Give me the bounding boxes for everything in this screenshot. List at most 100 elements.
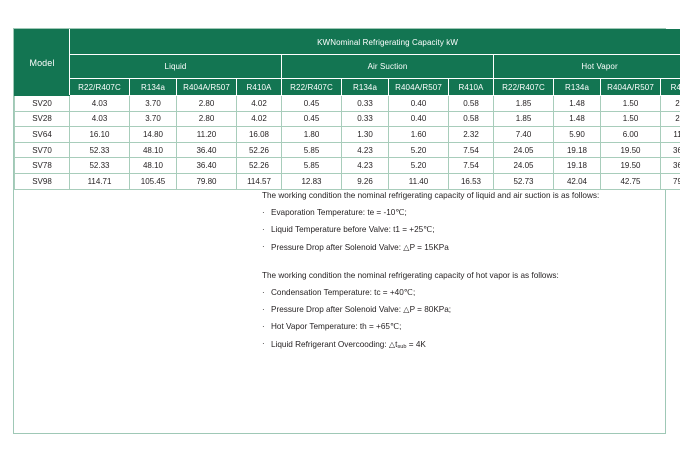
note-list-hot-vapor: · Condensation Temperature: tc = +40℃; ·… — [262, 287, 662, 351]
table-header: Model KWNominal Refrigerating Capacity k… — [14, 29, 680, 96]
cell-value: 42.04 — [553, 173, 601, 190]
cell-value: 3.70 — [129, 111, 177, 128]
cell-value: 52.26 — [236, 157, 282, 174]
cell-value: 52.26 — [236, 142, 282, 159]
cell-value: 5.85 — [281, 142, 342, 159]
header-model: Model — [14, 29, 70, 96]
note-block-hot-vapor: The working condition the nominal refrig… — [262, 270, 662, 351]
cell-value: 2.80 — [176, 95, 237, 112]
note-item-overcooding: · Liquid Refrigerant Overcooding: △tsub … — [262, 339, 662, 351]
cell-value: 42.75 — [600, 173, 661, 190]
cell-value: 16.08 — [236, 126, 282, 143]
table-header-row-top: Model KWNominal Refrigerating Capacity k… — [14, 29, 680, 96]
cell-value: 19.18 — [553, 142, 601, 159]
cell-value: 6.00 — [600, 126, 661, 143]
table-row: SV20 4.03 3.70 2.80 4.02 0.45 0.33 0.40 … — [14, 95, 680, 112]
bullet-icon: · — [262, 224, 265, 234]
cell-model: SV64 — [14, 126, 70, 143]
note-item-text-suffix: = 4K — [406, 339, 426, 349]
table-row: SV64 16.10 14.80 11.20 16.08 1.80 1.30 1… — [14, 126, 680, 143]
cell-value: 2.32 — [448, 126, 494, 143]
header-refrigerant-liquid-1: R134a — [129, 78, 177, 96]
header-group-liquid: Liquid — [69, 54, 282, 79]
cell-value: 4.02 — [236, 111, 282, 128]
cell-value: 11.40 — [388, 173, 449, 190]
cell-value: 3.70 — [129, 95, 177, 112]
cell-value: 5.85 — [281, 157, 342, 174]
cell-value: 1.60 — [388, 126, 449, 143]
note-lead-hot-vapor: The working condition the nominal refrig… — [262, 270, 559, 280]
cell-value: 1.85 — [493, 95, 554, 112]
cell-value: 0.33 — [341, 95, 389, 112]
cell-value: 19.18 — [553, 157, 601, 174]
cell-value: 52.33 — [69, 157, 130, 174]
header-refrigerant-liquid-0: R22/R407C — [69, 78, 130, 96]
cell-value: 48.10 — [129, 157, 177, 174]
cell-value: 52.33 — [69, 142, 130, 159]
cell-value: 24.05 — [493, 142, 554, 159]
bullet-icon: · — [262, 287, 265, 297]
cell-value: 1.48 — [553, 111, 601, 128]
cell-value: 48.10 — [129, 142, 177, 159]
cell-value: 0.45 — [281, 95, 342, 112]
content-frame: Model KWNominal Refrigerating Capacity k… — [13, 28, 680, 434]
header-refrigerant-hot-2: R404A/R507 — [600, 78, 661, 96]
header-group-air-suction: Air Suction — [281, 54, 494, 79]
note-item: · Condensation Temperature: tc = +40℃; — [262, 287, 662, 297]
cell-value: 0.58 — [448, 95, 494, 112]
header-refrigerant-liquid-3: R410A — [236, 78, 282, 96]
header-refrigerant-air-0: R22/R407C — [281, 78, 342, 96]
cell-value: 16.10 — [69, 126, 130, 143]
note-item-text: Evaporation Temperature: te = -10℃; — [271, 208, 407, 218]
cell-value: 0.40 — [388, 95, 449, 112]
cell-model: SV28 — [14, 111, 70, 128]
cell-value: 36.40 — [176, 142, 237, 159]
table-header-row-groups: Liquid Air Suction Hot Vapor — [15, 54, 680, 79]
cell-value: 0.45 — [281, 111, 342, 128]
cell-value: 4.23 — [341, 157, 389, 174]
cell-value: 5.20 — [388, 142, 449, 159]
cell-value: 4.02 — [236, 95, 282, 112]
cell-value: 4.03 — [69, 111, 130, 128]
header-refrigerant-air-3: R410A — [448, 78, 494, 96]
cell-value: 4.23 — [341, 142, 389, 159]
note-item-subscript: sub — [397, 344, 407, 351]
header-refrigerant-liquid-2: R404A/R507 — [176, 78, 237, 96]
cell-value: 16.53 — [448, 173, 494, 190]
header-group-hot-vapor: Hot Vapor — [492, 54, 680, 79]
cell-value: 36.34 — [660, 157, 680, 174]
header-refrigerant-air-1: R134a — [341, 78, 389, 96]
note-item: · Liquid Temperature before Valve: t1 = … — [262, 224, 662, 235]
note-item-text-prefix: Liquid Refrigerant Overcooding: △t — [271, 339, 398, 349]
bullet-icon: · — [262, 321, 265, 331]
bullet-icon: · — [262, 339, 265, 349]
cell-value: 0.33 — [341, 111, 389, 128]
table-row: SV28 4.03 3.70 2.80 4.02 0.45 0.33 0.40 … — [14, 111, 680, 128]
cell-value: 114.71 — [69, 173, 130, 190]
cell-value: 11.18 — [660, 126, 680, 143]
cell-value: 9.26 — [341, 173, 389, 190]
note-item-text: Hot Vapor Temperature: th = +65℃; — [271, 322, 402, 332]
cell-value: 2.80 — [660, 95, 680, 112]
note-item: · Pressure Drop after Solenoid Valve: △P… — [262, 243, 662, 252]
cell-value: 36.40 — [176, 157, 237, 174]
cell-value: 7.54 — [448, 157, 494, 174]
note-item: · Hot Vapor Temperature: th = +65℃; — [262, 321, 662, 332]
cell-value: 7.40 — [493, 126, 554, 143]
note-item-text: Liquid Temperature before Valve: t1 = +2… — [271, 225, 435, 235]
note-block-liquid-air: The working condition the nominal refrig… — [262, 191, 662, 252]
cell-value: 1.80 — [281, 126, 342, 143]
cell-value: 5.20 — [388, 157, 449, 174]
cell-value: 19.50 — [600, 157, 661, 174]
cell-value: 36.34 — [660, 142, 680, 159]
note-lead-liquid-air: The working condition the nominal refrig… — [262, 191, 600, 200]
header-refrigerant-hot-3: R410A — [659, 78, 680, 96]
cell-value: 1.50 — [600, 111, 661, 128]
cell-value: 105.45 — [129, 173, 177, 190]
table-row: SV70 52.33 48.10 36.40 52.26 5.85 4.23 5… — [14, 142, 680, 159]
cell-value: 4.03 — [69, 95, 130, 112]
header-refrigerant-hot-1: R134a — [553, 78, 601, 96]
cell-model: SV78 — [14, 157, 70, 174]
header-capacity-title: KWNominal Refrigerating Capacity kW — [68, 29, 680, 55]
